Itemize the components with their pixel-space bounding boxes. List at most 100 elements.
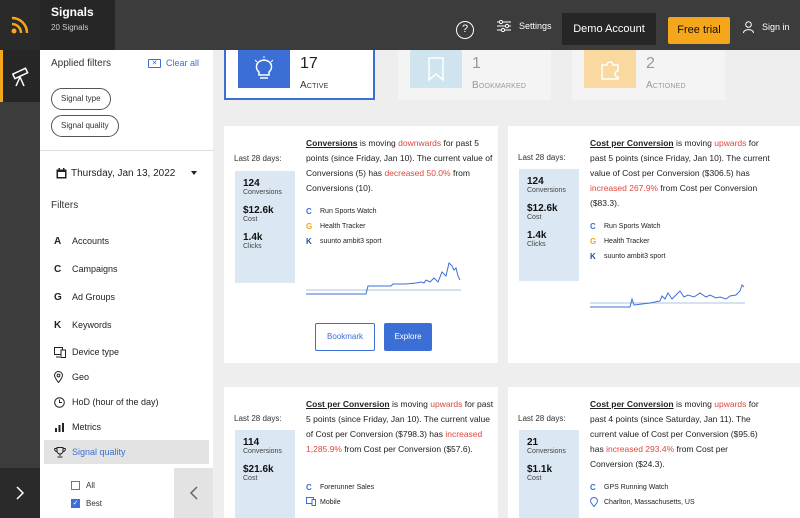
main-content: 17 Active 1 Bookmarked 2 Actioned Last 2… — [213, 50, 800, 518]
checkbox-best[interactable]: ✓ Best — [71, 499, 102, 508]
is-moving-text: is moving — [675, 138, 712, 148]
metric-value: 1.4k — [527, 230, 547, 241]
metrics-box: 124 Conversions $12.6k Cost 1.4k Clicks — [519, 169, 579, 281]
bar-chart-icon — [54, 422, 72, 433]
settings-button[interactable]: Settings — [497, 20, 552, 32]
date-label: Thursday, Jan 13, 2022 — [71, 168, 176, 179]
filter-hod[interactable]: HoD (hour of the day) — [54, 390, 209, 414]
filter-campaigns[interactable]: C Campaigns — [54, 257, 209, 281]
metric-value: 124 — [527, 176, 544, 187]
sliders-icon — [497, 20, 511, 32]
metric-label: Cost — [243, 475, 258, 482]
sparkline — [306, 262, 461, 295]
user-icon — [743, 21, 754, 33]
filter-device-type[interactable]: Device type — [54, 340, 209, 364]
metric-value: $12.6k — [527, 203, 558, 214]
caret-down-icon[interactable] — [191, 171, 197, 175]
checkbox-box[interactable] — [71, 481, 80, 490]
signal-card: Last 28 days: 124 Conversions $12.6k Cos… — [224, 126, 498, 363]
demo-account-button[interactable]: Demo Account — [562, 13, 656, 45]
detail-text: from Cost per Conversion ($83.3). — [590, 183, 758, 208]
stat-value: 2 — [646, 55, 655, 72]
signal-description: Cost per Conversion is moving upwards fo… — [306, 397, 496, 457]
clear-all-button[interactable]: ✕ Clear all — [148, 58, 199, 68]
sign-in-button[interactable]: Sign in — [743, 21, 790, 33]
filter-label: Ad Groups — [72, 292, 116, 302]
period-label: Last 28 days: — [234, 414, 282, 423]
campaign-item[interactable]: C GPS Running Watch — [590, 480, 695, 495]
metric-label: Clicks — [243, 243, 262, 250]
keyword-icon: K — [590, 252, 596, 261]
rss-logo-icon[interactable] — [0, 0, 40, 50]
filter-accounts[interactable]: A Accounts — [54, 229, 209, 253]
help-icon[interactable]: ? — [456, 21, 474, 39]
filter-panel: Applied filters ✕ Clear all Signal type … — [40, 50, 213, 518]
campaign-label: Forerunner Sales — [320, 484, 375, 491]
stat-active[interactable]: 17 Active — [224, 50, 375, 100]
detail-text: for past 5 points (since Friday, Jan 10)… — [306, 138, 493, 178]
campaign-item[interactable]: Charlton, Massachusetts, US — [589, 495, 695, 510]
detail-text: for past 4 points (since Saturday, Jan 1… — [590, 399, 759, 454]
metric-name-link[interactable]: Cost per Conversion — [590, 138, 674, 148]
is-moving-text: is moving — [675, 399, 712, 409]
campaign-item[interactable]: G Health Tracker — [590, 234, 665, 249]
metric-label: Clicks — [527, 241, 546, 248]
detail-text: from Conversions (10). — [306, 168, 470, 193]
device-icon — [54, 346, 72, 358]
metrics-box: 21 Conversions $1.1k Cost — [519, 430, 579, 518]
metric-name-link[interactable]: Cost per Conversion — [306, 399, 390, 409]
campaign-item[interactable]: C Forerunner Sales — [306, 480, 374, 495]
ad-group-icon: G — [306, 222, 313, 231]
sign-in-label: Sign in — [762, 22, 790, 32]
trophy-icon — [54, 446, 72, 458]
filter-keywords[interactable]: K Keywords — [54, 313, 209, 337]
clock-icon — [54, 396, 72, 408]
explore-button[interactable]: Explore — [384, 323, 432, 351]
date-picker[interactable]: Thursday, Jan 13, 2022 — [56, 168, 175, 179]
bookmark-button[interactable]: Bookmark — [315, 323, 375, 351]
change-text: decreased 50.0% — [384, 168, 451, 178]
expand-chevron-icon[interactable] — [0, 468, 40, 518]
campaign-item[interactable]: G Health Tracker — [306, 219, 381, 234]
metric-name-link[interactable]: Cost per Conversion — [590, 399, 674, 409]
stat-actioned[interactable]: 2 Actioned — [572, 50, 725, 100]
campaign-icon: C — [590, 222, 596, 231]
filter-label: Metrics — [72, 422, 101, 432]
app-title: Signals — [51, 5, 94, 19]
filter-label: Keywords — [72, 320, 112, 330]
filter-label: Device type — [72, 347, 120, 357]
campaign-item[interactable]: C Run Sports Watch — [306, 204, 381, 219]
period-label: Last 28 days: — [518, 153, 566, 162]
free-trial-button[interactable]: Free trial — [668, 17, 730, 44]
metrics-box: 114 Conversions $21.6k Cost — [235, 430, 295, 518]
filter-ad-groups[interactable]: G Ad Groups — [54, 285, 209, 309]
filter-geo[interactable]: Geo — [54, 365, 209, 389]
campaign-icon: C — [306, 483, 312, 492]
campaign-item[interactable]: C Run Sports Watch — [590, 219, 665, 234]
is-moving-text: is moving — [391, 399, 428, 409]
campaign-list: C GPS Running Watch Charlton, Massachuset… — [589, 480, 695, 510]
keywords-icon: K — [54, 319, 62, 331]
chip-signal-quality[interactable]: Signal quality — [51, 115, 119, 137]
collapse-panel-button[interactable] — [174, 468, 213, 518]
checkbox-all[interactable]: All — [71, 481, 95, 490]
direction-text: upwards — [714, 138, 747, 148]
filters-heading: Filters — [51, 200, 79, 211]
metric-value: $12.6k — [243, 205, 274, 216]
telescope-icon[interactable] — [0, 50, 40, 102]
filter-metrics[interactable]: Metrics — [54, 415, 209, 439]
filter-signal-quality[interactable]: Signal quality — [44, 440, 209, 464]
campaigns-icon: C — [54, 263, 62, 275]
chip-signal-type[interactable]: Signal type — [51, 88, 111, 110]
metric-label: Conversions — [243, 448, 282, 455]
settings-label: Settings — [519, 21, 552, 31]
detail-text: for past 5 points (since Friday, Jan 10)… — [306, 399, 494, 439]
checkbox-box-checked[interactable]: ✓ — [71, 499, 80, 508]
metric-value: 21 — [527, 437, 539, 448]
stat-bookmarked[interactable]: 1 Bookmarked — [398, 50, 551, 100]
checkbox-label: Best — [86, 499, 103, 508]
campaign-item[interactable]: Mobile — [306, 495, 374, 510]
metric-name-link[interactable]: Conversions — [306, 138, 358, 148]
